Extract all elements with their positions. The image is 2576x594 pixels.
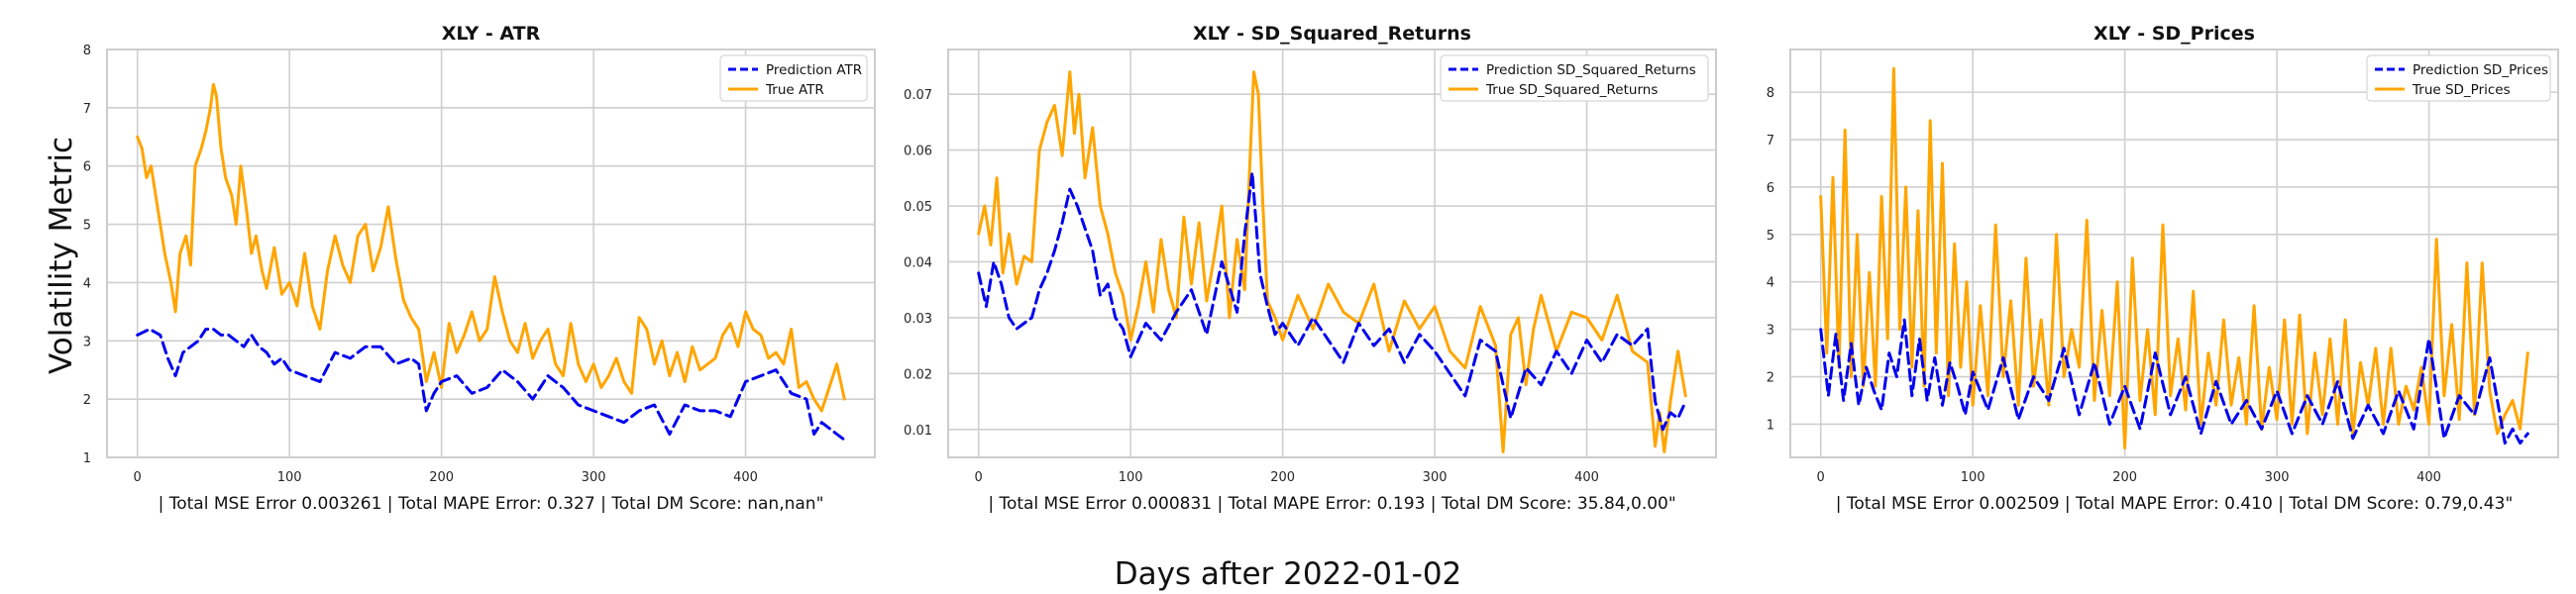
legend-box	[2366, 54, 2551, 102]
y-tick-label: 1	[1767, 418, 1774, 433]
gridlines	[107, 49, 875, 458]
y-tick-label: 0.06	[904, 145, 932, 159]
x-tick-label: 400	[1574, 470, 1599, 485]
legend-entry: Prediction SD_Squared_Returns	[1486, 62, 1696, 78]
y-tick-label: 8	[83, 44, 91, 58]
figure-ylabel: Volatility Metric	[44, 137, 79, 374]
y-tick-label: 7	[83, 102, 91, 117]
legend: Prediction SD_Squared_Returns True SD_Squ…	[1440, 54, 1709, 102]
x-tick-label: 400	[2416, 470, 2441, 485]
x-tick-label: 0	[134, 470, 142, 485]
y-tick-label: 0.05	[904, 200, 932, 215]
legend-entry: Prediction ATR	[766, 62, 862, 78]
x-tick-label: 0	[975, 470, 983, 485]
y-tick-label: 3	[1767, 324, 1774, 339]
gridlines	[948, 50, 1716, 457]
subplot-title: XLY - ATR	[442, 23, 541, 45]
y-tick-label: 5	[83, 219, 91, 234]
x-tick-label: 300	[1423, 470, 1448, 485]
y-tick-label: 0.02	[904, 367, 932, 382]
prediction-series-line	[136, 328, 846, 442]
y-tick-label: 5	[1767, 229, 1774, 244]
y-tick-label: 4	[1767, 276, 1774, 291]
x-tick-label: 300	[2265, 470, 2290, 485]
subplot-sd-prices: 0 100 200 300 400 1 2 3 4 5 6 7 8 XLY - SD_Prices | To…	[1767, 23, 2559, 514]
prediction-series-line	[977, 170, 1687, 432]
series-lines	[136, 82, 846, 442]
series-lines	[1819, 66, 2529, 449]
y-tick-label: 2	[1767, 371, 1774, 386]
legend-entry: True SD_Prices	[2412, 82, 2511, 98]
y-tick-label: 1	[83, 451, 91, 466]
figure-xlabel: Days after 2022-01-02	[1115, 556, 1462, 592]
y-tick-label: 6	[83, 160, 91, 175]
legend: Prediction ATR True ATR	[719, 54, 868, 102]
subplot-xlabel: | Total MSE Error 0.003261 | Total MAPE …	[159, 494, 824, 514]
legend: Prediction SD_Prices True SD_Prices	[2366, 54, 2551, 102]
subplot-xlabel: | Total MSE Error 0.002509 | Total MAPE …	[1836, 494, 2514, 514]
plot-area	[947, 49, 1717, 458]
x-tick-label: 400	[733, 470, 758, 485]
y-tick-label: 0.03	[904, 312, 932, 327]
x-tick-label: 200	[1270, 470, 1295, 485]
true-series-line	[136, 82, 846, 413]
y-tick-label: 0.07	[904, 88, 932, 103]
y-tick-label: 8	[1767, 86, 1774, 101]
legend-entry: True SD_Squared_Returns	[1485, 82, 1658, 98]
subplot-title: XLY - SD_Squared_Returns	[1193, 23, 1471, 45]
legend-entry: Prediction SD_Prices	[2413, 62, 2548, 78]
x-tick-label: 100	[277, 470, 302, 485]
x-tick-label: 100	[1961, 470, 1986, 485]
subplot-sd-squared-returns: 0 100 200 300 400 0.01 0.02 0.03 0.04 0.05 0.06 0.0…	[904, 23, 1717, 514]
x-tick-label: 300	[582, 470, 606, 485]
legend-box	[1440, 54, 1709, 102]
y-tick-label: 6	[1767, 181, 1774, 196]
true-series-line	[1819, 66, 2529, 449]
subplot-atr: 0 100 200 300 400 1 2 3 4 5 6 7 8 XLY - ATR | Total MS…	[83, 23, 876, 514]
subplot-title: XLY - SD_Prices	[2093, 23, 2255, 45]
y-tick-label: 2	[83, 393, 91, 408]
x-tick-label: 200	[429, 470, 454, 485]
true-series-line	[977, 70, 1687, 453]
x-tick-label: 200	[2112, 470, 2137, 485]
y-tick-label: 4	[83, 276, 91, 291]
y-tick-label: 0.01	[904, 424, 932, 439]
x-tick-label: 100	[1119, 470, 1143, 485]
y-tick-label: 7	[1767, 134, 1774, 148]
plot-area	[106, 49, 876, 458]
y-tick-label: 0.04	[904, 255, 932, 270]
y-tick-label: 3	[83, 335, 91, 349]
series-lines	[977, 70, 1687, 453]
x-tick-label: 0	[1817, 470, 1825, 485]
legend-entry: True ATR	[765, 82, 824, 98]
prediction-series-line	[1819, 318, 2529, 446]
subplot-xlabel: | Total MSE Error 0.000831 | Total MAPE …	[988, 494, 1675, 514]
